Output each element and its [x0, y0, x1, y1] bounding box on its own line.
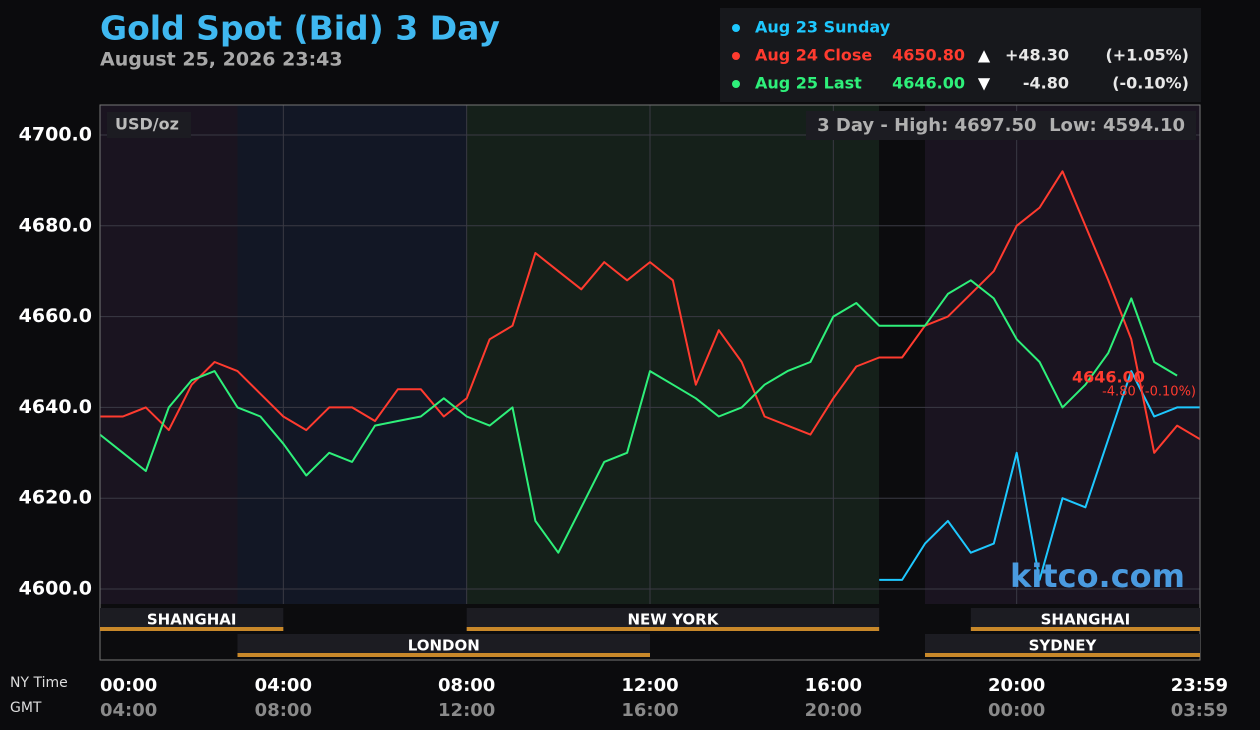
x2-tick-label: 00:00	[988, 700, 1045, 721]
session-band	[237, 105, 467, 604]
x2-tick-label: 03:59	[1171, 700, 1228, 721]
x-tick-label: 16:00	[805, 675, 862, 696]
sessions: SHANGHAI NEW YORK SHANGHAI LONDON SYDNEY	[100, 608, 1200, 657]
last-price-annotation: 4646.00	[1072, 368, 1145, 387]
session-label-bg	[925, 634, 1200, 654]
legend-label: Aug 23 Sunday	[755, 18, 891, 37]
session-label: LONDON	[408, 637, 480, 655]
unit-label: USD/oz	[115, 115, 179, 134]
x2-tick-label: 08:00	[255, 700, 312, 721]
legend-percent: (+1.05%)	[1105, 46, 1189, 65]
x-tick-label: 08:00	[438, 675, 495, 696]
chart-subtitle: August 25, 2026 23:43	[100, 49, 343, 71]
series-line	[99, 279, 1178, 554]
y-tick-label: 4640.0	[19, 396, 92, 418]
y-tick-label: 4660.0	[19, 305, 92, 327]
session-band	[466, 105, 880, 604]
series-line	[879, 370, 1200, 581]
legend-arrow: ▼	[978, 74, 991, 93]
x2-tick-label: 16:00	[621, 700, 678, 721]
legend-change: +48.30	[1005, 46, 1069, 65]
x-axis-label: NY Time	[10, 675, 68, 691]
session-label: SHANGHAI	[1041, 611, 1131, 629]
session-band	[879, 105, 925, 604]
session-label: SYDNEY	[1029, 637, 1098, 655]
legend-percent: (-0.10%)	[1112, 74, 1189, 93]
unit-box	[107, 112, 191, 138]
legend-marker	[732, 24, 740, 32]
x2-axis-label: GMT	[10, 700, 42, 716]
stats-box	[806, 111, 1196, 140]
stats-label: 3 Day - High: 4697.50 Low: 4594.10	[817, 115, 1185, 136]
legend-marker	[732, 52, 740, 60]
plot-frame	[99, 104, 1201, 661]
session-band	[100, 105, 238, 604]
session-label-bg	[237, 634, 650, 654]
series-lines	[99, 170, 1201, 581]
x2-tick-label: 20:00	[805, 700, 862, 721]
labels: 4600.0 4620.0 4640.0 4660.0 4680.0 4700.0 00:0…	[19, 18, 1228, 722]
y-tick-label: 4700.0	[19, 123, 92, 145]
x-tick-label: 12:00	[621, 675, 678, 696]
x-tick-label: 20:00	[988, 675, 1045, 696]
session-label: SHANGHAI	[147, 611, 237, 629]
x-tick-label: 00:00	[100, 675, 157, 696]
legend-label: Aug 25 Last	[755, 74, 862, 93]
session-label-bg	[970, 608, 1200, 628]
session-band	[925, 105, 1200, 604]
legend-last: 4646.00	[892, 74, 965, 93]
x2-tick-label: 04:00	[100, 700, 157, 721]
legend-box	[720, 8, 1201, 102]
session-label-bg	[466, 608, 880, 628]
y-tick-label: 4680.0	[19, 214, 92, 236]
session-label: NEW YORK	[628, 611, 720, 629]
chart-title: Gold Spot (Bid) 3 Day	[100, 9, 500, 48]
x2-tick-label: 12:00	[438, 700, 495, 721]
legend-change: -4.80	[1023, 74, 1069, 93]
x-tick-label: 04:00	[255, 675, 312, 696]
legend-label: Aug 24 Close	[755, 46, 872, 65]
watermark: kitco.com	[1010, 557, 1185, 595]
session-label-bg	[100, 608, 284, 628]
last-change-annotation: -4.80 (-0.10%)	[1102, 385, 1196, 400]
legend-arrow: ▲	[978, 46, 991, 65]
x-tick-label: 23:59	[1171, 675, 1228, 696]
series-line	[100, 170, 1201, 454]
y-tick-label: 4600.0	[19, 578, 92, 600]
y-tick-label: 4620.0	[19, 487, 92, 509]
legend-last: 4650.80	[892, 46, 965, 65]
legend-marker	[732, 80, 740, 88]
